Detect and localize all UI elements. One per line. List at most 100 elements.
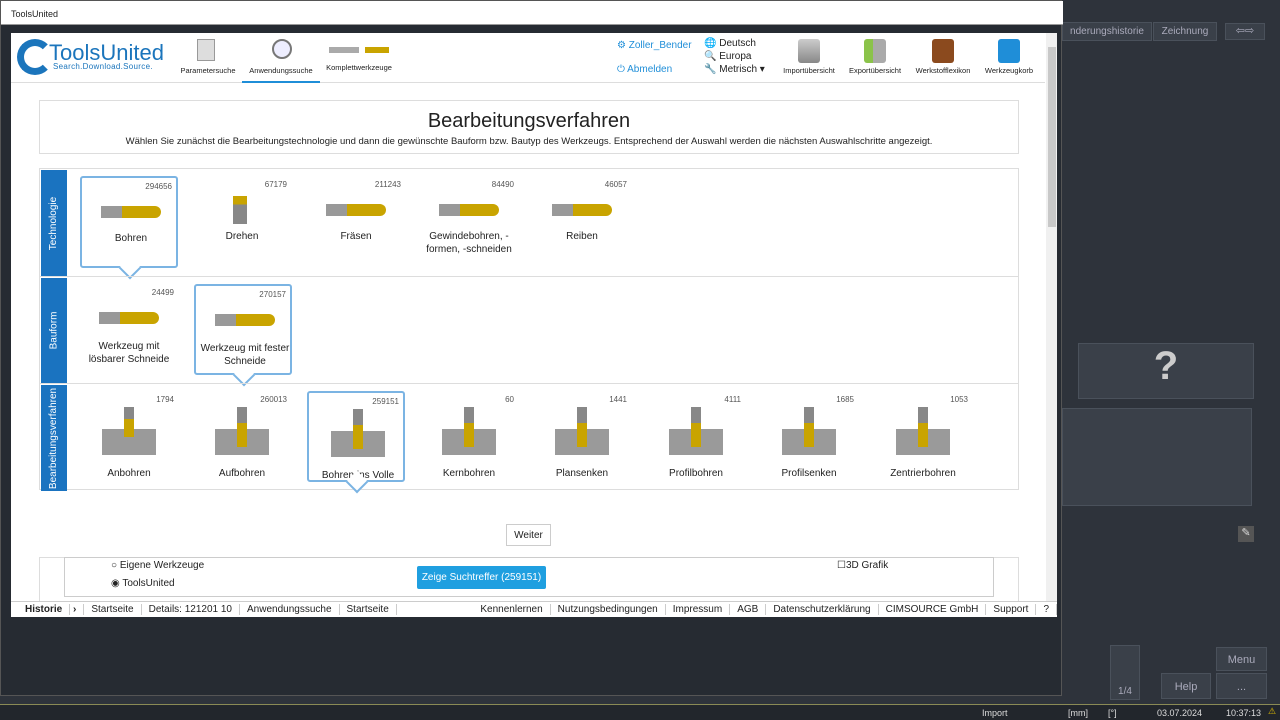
option-fräsen[interactable]: 211243 Fräsen [307,176,405,268]
option-gewindebohren-formen-schneiden[interactable]: 84490 Gewindebohren, -formen, -schneiden [420,176,518,268]
nav-komplettwerkzeuge[interactable]: Komplettwerkzeuge [323,37,395,79]
status-bar: Import [mm] [°] 03.07.2024 10:37:13 ⚠ [0,704,1280,720]
show-results-button[interactable]: Zeige Suchtreffer (259151) [417,566,546,589]
item-name: Werkzeug mit lösbarer Schneide [88,341,170,365]
item-count: 260013 [260,395,287,404]
breadcrumb-item[interactable]: Anwendungssuche [240,604,340,615]
status-unit: [mm] [1068,708,1088,718]
drill-icon [237,407,247,447]
menu-button[interactable]: Menu [1216,647,1267,671]
help-button[interactable]: Help [1161,673,1211,699]
item-name: Profilsenken [781,468,837,479]
scrollbar-thumb[interactable] [1048,47,1056,227]
footer-bar: Historie › Startseite Details: 121201 10 A… [11,601,1057,617]
tab-zeichnung[interactable]: Zeichnung [1153,22,1217,41]
option-zentrierbohren[interactable]: 1053 Zentrierbohren [874,391,972,482]
drill-icon [918,407,928,447]
option-werkzeug-mit-fester-schneide[interactable]: 270157 Werkzeug mit fester Schneide [194,284,292,375]
row-divider [40,276,1018,277]
footer-link[interactable]: Impressum [666,604,731,615]
option-werkzeug-mit-lösbarer-schneide[interactable]: 24499 Werkzeug mit lösbarer Schneide [80,284,178,375]
warning-icon: ⚠ [1268,706,1277,716]
material-lexicon-button[interactable]: Werkstofflexikon [911,37,975,79]
footer-link[interactable]: Nutzungsbedingungen [551,604,666,615]
option-bohren-ins-volle[interactable]: 259151 Bohren ins Volle [307,391,405,482]
logout-link[interactable]: ⏻ Abmelden [617,64,673,75]
item-name: Aufbohren [218,468,266,479]
intro-text: Wählen Sie zunächst die Bearbeitungstech… [125,136,933,147]
tool-label: Exportübersicht [848,66,902,75]
item-name: Profilbohren [669,468,723,479]
language-select[interactable]: 🌐 Deutsch [704,38,756,49]
page-indicator[interactable]: 1/4 [1110,645,1140,700]
search-options: ○ Eigene Werkzeuge ◉ ToolsUnited Zeige S… [64,557,994,597]
3d-grafik-checkbox[interactable]: ☐3D Grafik [837,560,889,571]
item-name: Zentrierbohren [890,468,956,479]
breadcrumb-item[interactable]: Details: 121201 10 [142,604,240,615]
option-kernbohren[interactable]: 60 Kernbohren [420,391,518,482]
export-icon [864,39,886,63]
clipboard-icon [998,39,1020,63]
more-button[interactable]: ... [1216,673,1267,699]
units-select[interactable]: 🔧 Metrisch ▾ [704,64,765,75]
next-button[interactable]: Weiter [506,524,551,546]
footer-link[interactable]: Support [986,604,1037,615]
radio-label: Eigene Werkzeuge [119,560,205,571]
logo-icon [17,39,53,75]
tool-basket-button[interactable]: Werkzeugkorb [979,37,1039,79]
option-profilsenken[interactable]: 1685 Profilsenken [760,391,858,482]
item-name: Kernbohren [442,468,496,479]
nav-parametersuche[interactable]: Parametersuche [179,37,237,79]
tab-aenderungshistorie[interactable]: nderungshistorie [1062,22,1152,41]
option-plansenken[interactable]: 1441 Plansenken [533,391,631,482]
breadcrumb-item[interactable]: Startseite [84,604,142,615]
row-label-2: Bearbeitungsverfahren [41,385,67,491]
item-count: 1053 [950,395,968,404]
page-title: Bearbeitungsverfahren [427,110,631,132]
history-button[interactable]: Historie › [11,604,85,615]
user-name: Zoller_Bender [628,40,692,51]
item-name: Reiben [566,231,598,242]
footer-link[interactable]: CIMSOURCE GmbH [879,604,987,615]
logo-tagline: Search.Download.Source. [53,62,153,71]
list-box[interactable] [1062,408,1252,506]
item-count: 46057 [604,180,627,189]
region-select[interactable]: 🔍 Europa [704,51,752,62]
row-divider [40,383,1018,384]
option-drehen[interactable]: 67179 Drehen [193,176,291,268]
option-profilbohren[interactable]: 4111 Profilbohren [647,391,745,482]
radio-toolsunited[interactable]: ◉ ToolsUnited [111,578,175,589]
radio-own-tools[interactable]: ○ Eigene Werkzeuge [111,560,205,571]
window-title: ToolsUnited [1,1,1063,25]
footer-link[interactable]: Kennenlernen [473,604,551,615]
import-icon [798,39,820,63]
nav-anwendungssuche[interactable]: Anwendungssuche [242,37,320,83]
process-illustration-icon [442,407,496,455]
option-reiben[interactable]: 46057 Reiben [533,176,631,268]
footer-link[interactable]: AGB [730,604,767,615]
drill-icon [804,407,814,447]
magnifier-star-icon [272,39,292,59]
item-count: 211243 [374,180,401,189]
process-illustration-icon [782,407,836,455]
item-name: Anbohren [107,468,151,479]
thread-tool-icon [439,204,499,216]
scrollbar[interactable] [1046,33,1057,601]
item-count: 67179 [264,180,287,189]
units-label: Metrisch [719,64,758,75]
footer-link[interactable]: Datenschutzerklärung [766,604,879,615]
import-button[interactable]: Importübersicht [779,37,839,79]
footer-link[interactable]: ? [1036,604,1057,615]
breadcrumb-item[interactable]: Startseite [340,604,397,615]
item-count: 270157 [259,290,286,299]
item-name: Bohren [114,233,148,244]
pencil-icon[interactable]: ✎ [1238,526,1254,542]
export-button[interactable]: Exportübersicht [845,37,905,79]
option-anbohren[interactable]: 1794 Anbohren [80,391,178,482]
option-aufbohren[interactable]: 260013 Aufbohren [193,391,291,482]
user-link[interactable]: ⚙ Zoller_Bender [617,40,692,51]
option-bohren[interactable]: 294656 Bohren [80,176,178,268]
nav-arrows-button[interactable]: ⇦⇨ [1225,23,1265,40]
question-panel[interactable]: ? [1078,343,1254,399]
nav-label: Parametersuche [180,66,236,75]
